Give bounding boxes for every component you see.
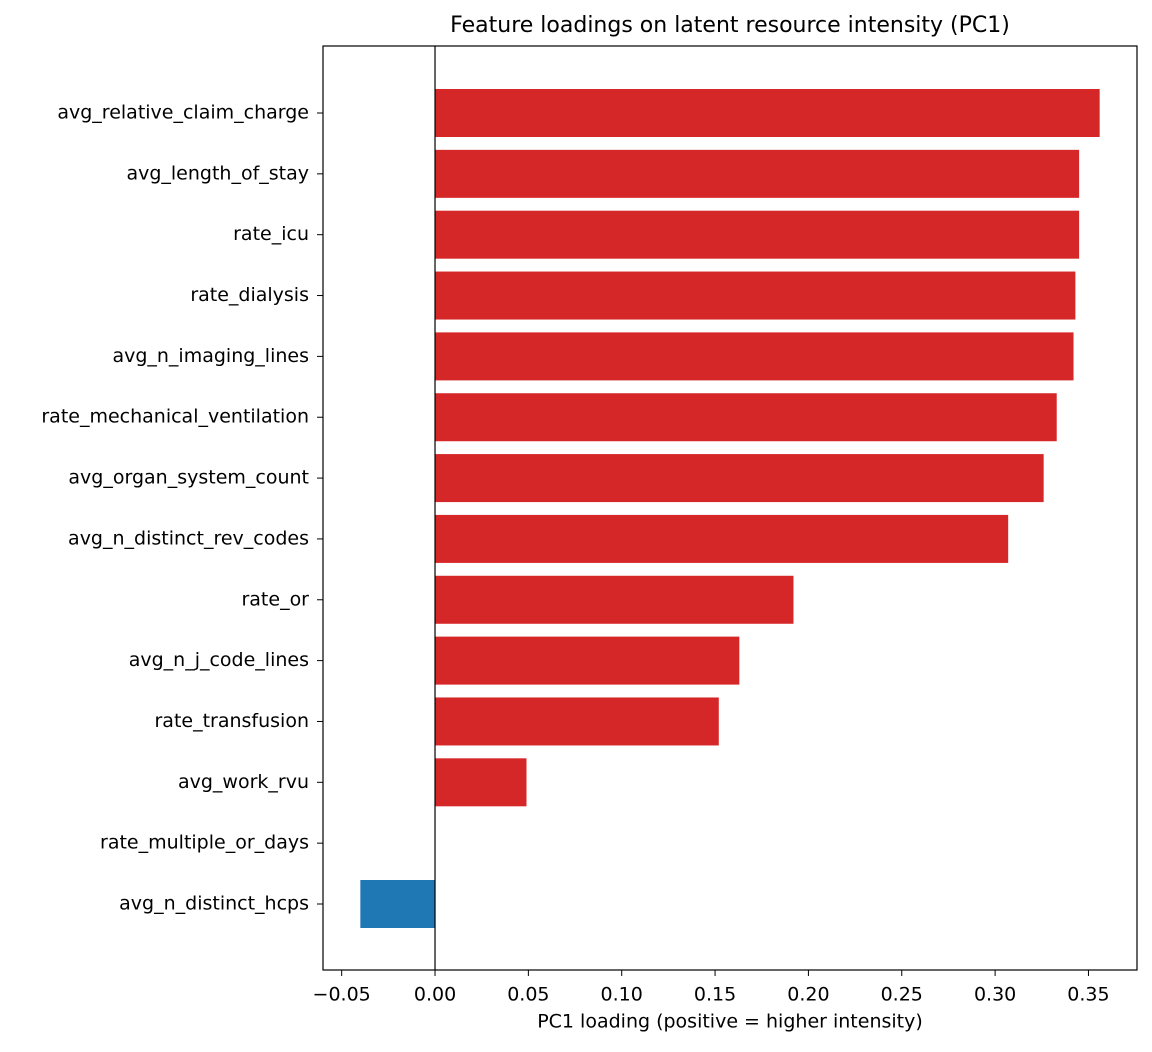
x-tick-label: 0.10 bbox=[601, 984, 643, 1006]
bar bbox=[435, 149, 1080, 198]
y-tick-label: rate_or bbox=[241, 588, 309, 610]
bar bbox=[435, 636, 740, 685]
y-tick-label: avg_organ_system_count bbox=[68, 467, 309, 489]
y-tick-label: rate_multiple_or_days bbox=[100, 832, 309, 854]
bar bbox=[435, 575, 794, 624]
y-tick-label: avg_work_rvu bbox=[178, 771, 309, 793]
bar bbox=[360, 880, 436, 928]
x-tick-label: 0.15 bbox=[694, 984, 736, 1006]
bar bbox=[435, 393, 1057, 442]
y-tick-label: rate_mechanical_ventilation bbox=[41, 406, 309, 428]
y-tick-label: rate_icu bbox=[233, 223, 309, 245]
x-tick-label: 0.00 bbox=[414, 984, 456, 1006]
x-tick-label: 0.35 bbox=[1067, 984, 1109, 1006]
bar bbox=[435, 89, 1100, 137]
y-tick-label: avg_relative_claim_charge bbox=[57, 102, 309, 124]
y-tick-label: avg_n_distinct_rev_codes bbox=[68, 527, 309, 549]
bar bbox=[435, 697, 719, 746]
x-axis-label: PC1 loading (positive = higher intensity… bbox=[537, 1011, 923, 1033]
bar bbox=[435, 271, 1076, 320]
bar bbox=[435, 758, 527, 807]
plot-frame bbox=[322, 45, 1138, 971]
x-tick-label: 0.05 bbox=[507, 984, 549, 1006]
y-tick-label: rate_transfusion bbox=[154, 710, 309, 732]
y-tick-label: avg_n_j_code_lines bbox=[129, 649, 309, 671]
y-tick-label: rate_dialysis bbox=[190, 284, 309, 306]
x-tick-label: 0.30 bbox=[974, 984, 1016, 1006]
x-tick-label: −0.05 bbox=[313, 984, 371, 1006]
y-tick-label: avg_n_imaging_lines bbox=[112, 345, 309, 367]
chart-title: Feature loadings on latent resource inte… bbox=[450, 13, 1010, 38]
x-tick-label: 0.25 bbox=[881, 984, 923, 1006]
y-tick-label: avg_length_of_stay bbox=[126, 162, 309, 184]
bar bbox=[435, 332, 1074, 381]
x-tick-label: 0.20 bbox=[787, 984, 829, 1006]
y-tick-label: avg_n_distinct_hcps bbox=[119, 893, 309, 915]
bar bbox=[435, 514, 1009, 563]
bar bbox=[435, 454, 1044, 503]
bar bbox=[435, 210, 1080, 259]
